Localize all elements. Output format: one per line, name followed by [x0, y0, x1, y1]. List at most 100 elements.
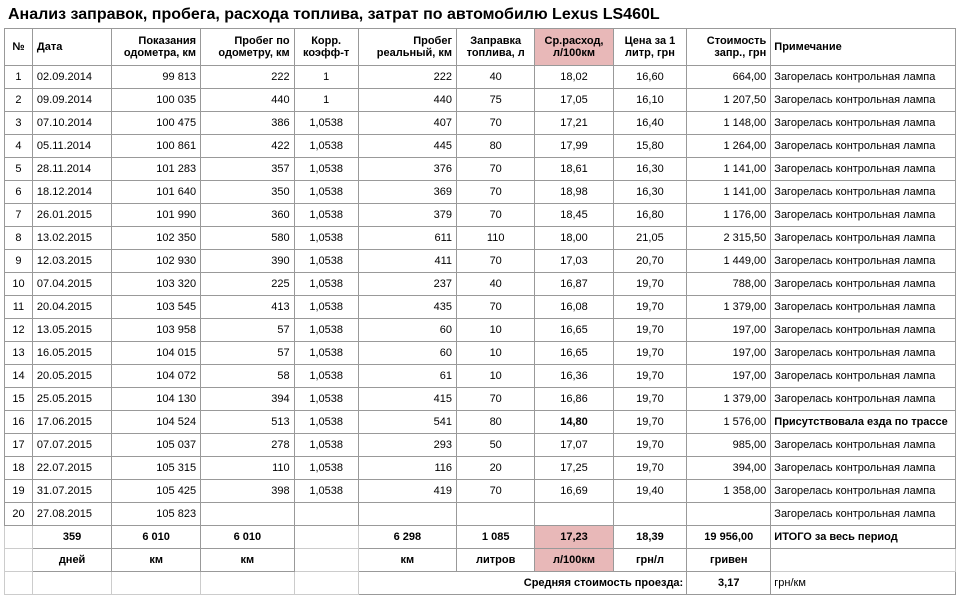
cell-num: 6: [5, 181, 33, 204]
cell-odo: 105 037: [112, 434, 201, 457]
cell-coef: 1,0538: [294, 158, 358, 181]
cell-date: 25.05.2015: [32, 388, 111, 411]
h-real: Пробег реальный, км: [358, 29, 456, 66]
cell-num: 15: [5, 388, 33, 411]
fuel-table: № Дата Показания одометра, км Пробег по …: [4, 28, 956, 595]
cell-cons: 18,45: [535, 204, 613, 227]
units-row: дней км км км литров л/100км грн/л гриве…: [5, 549, 956, 572]
cell-odo: 99 813: [112, 66, 201, 89]
cell-cons: [535, 503, 613, 526]
cell-real: 415: [358, 388, 456, 411]
h-cost: Стоимость запр., грн: [687, 29, 771, 66]
cell-cost: 788,00: [687, 273, 771, 296]
cell-note: Загорелась контрольная лампа: [771, 204, 956, 227]
cell-price: 19,70: [613, 319, 687, 342]
h-fuel: Заправка топлива, л: [457, 29, 535, 66]
cell-odo: 103 320: [112, 273, 201, 296]
cell-price: 15,80: [613, 135, 687, 158]
cell-coef: 1,0538: [294, 388, 358, 411]
avg-label: Средняя стоимость проезда:: [358, 572, 687, 595]
t-cost: 19 956,00: [687, 526, 771, 549]
cell-real: 419: [358, 480, 456, 503]
cell-num: 8: [5, 227, 33, 250]
cell-coef: 1,0538: [294, 365, 358, 388]
cell-odo: 102 930: [112, 250, 201, 273]
cell-note: Загорелась контрольная лампа: [771, 296, 956, 319]
cell-real: 445: [358, 135, 456, 158]
t-days: 359: [32, 526, 111, 549]
avg-row: Средняя стоимость проезда: 3,17 грн/км: [5, 572, 956, 595]
cell-date: 20.05.2015: [32, 365, 111, 388]
cell-note: Загорелась контрольная лампа: [771, 457, 956, 480]
cell-price: 16,10: [613, 89, 687, 112]
cell-run: 57: [201, 342, 295, 365]
cell-run: 58: [201, 365, 295, 388]
cell-coef: 1,0538: [294, 434, 358, 457]
cell-coef: 1: [294, 89, 358, 112]
h-note: Примечание: [771, 29, 956, 66]
cell-note: Загорелась контрольная лампа: [771, 227, 956, 250]
u-run: км: [201, 549, 295, 572]
totals-row: 359 6 010 6 010 6 298 1 085 17,23 18,39 …: [5, 526, 956, 549]
header-row: № Дата Показания одометра, км Пробег по …: [5, 29, 956, 66]
cell-run: 390: [201, 250, 295, 273]
cell-cons: 18,00: [535, 227, 613, 250]
cell-price: 19,70: [613, 296, 687, 319]
cell-fuel: 80: [457, 411, 535, 434]
cell-fuel: 70: [457, 204, 535, 227]
cell-note: Загорелась контрольная лампа: [771, 480, 956, 503]
table-row: 1316.05.2015104 015571,0538601016,6519,7…: [5, 342, 956, 365]
cell-note: Загорелась контрольная лампа: [771, 135, 956, 158]
cell-note: Загорелась контрольная лампа: [771, 250, 956, 273]
cell-cost: 2 315,50: [687, 227, 771, 250]
cell-odo: 104 524: [112, 411, 201, 434]
table-row: 912.03.2015102 9303901,05384117017,0320,…: [5, 250, 956, 273]
cell-price: 19,70: [613, 273, 687, 296]
cell-cost: 197,00: [687, 342, 771, 365]
cell-date: 12.03.2015: [32, 250, 111, 273]
cell-odo: 101 640: [112, 181, 201, 204]
u-odo: км: [112, 549, 201, 572]
cell-real: 435: [358, 296, 456, 319]
cell-cons: 16,36: [535, 365, 613, 388]
cell-date: 07.07.2015: [32, 434, 111, 457]
table-row: 1007.04.2015103 3202251,05382374016,8719…: [5, 273, 956, 296]
cell-cons: 16,65: [535, 319, 613, 342]
cell-price: 20,70: [613, 250, 687, 273]
cell-date: 07.10.2014: [32, 112, 111, 135]
cell-real: 376: [358, 158, 456, 181]
cell-date: 17.06.2015: [32, 411, 111, 434]
cell-coef: 1,0538: [294, 411, 358, 434]
cell-cost: 985,00: [687, 434, 771, 457]
cell-odo: 102 350: [112, 227, 201, 250]
u-fuel: литров: [457, 549, 535, 572]
cell-cost: 1 449,00: [687, 250, 771, 273]
cell-date: 16.05.2015: [32, 342, 111, 365]
cell-fuel: 10: [457, 342, 535, 365]
cell-coef: 1,0538: [294, 273, 358, 296]
cell-fuel: 40: [457, 66, 535, 89]
cell-odo: 104 130: [112, 388, 201, 411]
table-row: 102.09.201499 81322212224018,0216,60664,…: [5, 66, 956, 89]
cell-num: 14: [5, 365, 33, 388]
cell-run: 440: [201, 89, 295, 112]
cell-num: 2: [5, 89, 33, 112]
cell-num: 1: [5, 66, 33, 89]
table-row: 1120.04.2015103 5454131,05384357016,0819…: [5, 296, 956, 319]
page-title: Анализ заправок, пробега, расхода топлив…: [8, 6, 956, 24]
cell-coef: 1: [294, 66, 358, 89]
cell-cons: 16,65: [535, 342, 613, 365]
t-odo: 6 010: [112, 526, 201, 549]
cell-date: 07.04.2015: [32, 273, 111, 296]
cell-run: 580: [201, 227, 295, 250]
cell-date: 26.01.2015: [32, 204, 111, 227]
cell-coef: 1,0538: [294, 296, 358, 319]
cell-real: 407: [358, 112, 456, 135]
cell-cost: 664,00: [687, 66, 771, 89]
cell-fuel: 70: [457, 181, 535, 204]
cell-date: 13.05.2015: [32, 319, 111, 342]
cell-num: 18: [5, 457, 33, 480]
table-row: 618.12.2014101 6403501,05383697018,9816,…: [5, 181, 956, 204]
h-coef: Корр. коэфф-т: [294, 29, 358, 66]
table-row: 813.02.2015102 3505801,053861111018,0021…: [5, 227, 956, 250]
